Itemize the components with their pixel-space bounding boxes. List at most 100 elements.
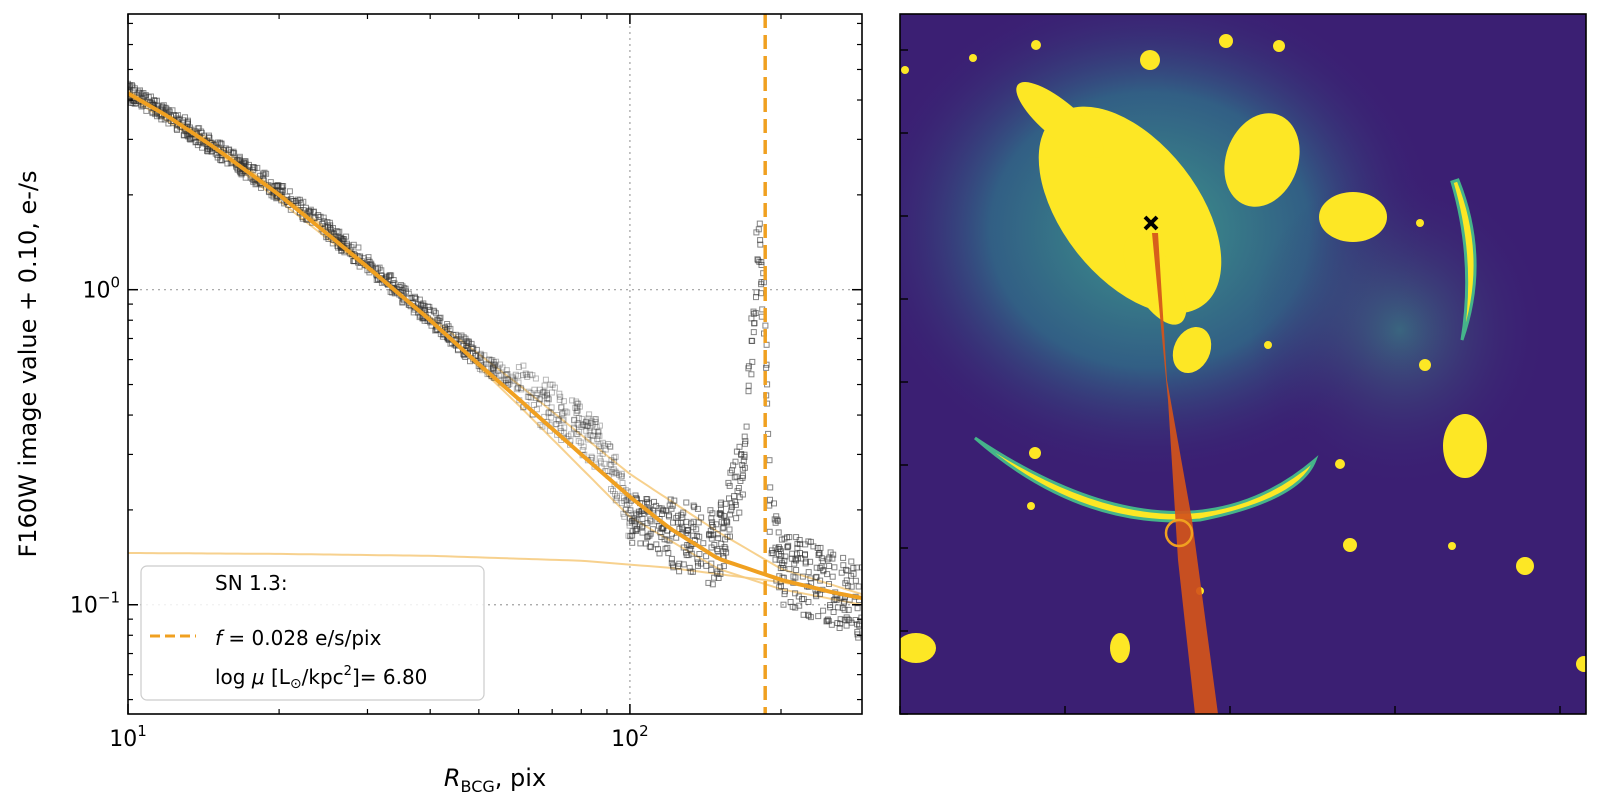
data-point xyxy=(838,569,845,576)
data-point xyxy=(612,491,619,498)
data-point xyxy=(513,386,520,393)
data-point xyxy=(693,526,700,533)
model-curve xyxy=(128,91,862,601)
data-point xyxy=(545,410,552,417)
y-tick-label-exp: 0 xyxy=(110,274,120,292)
data-point xyxy=(149,110,156,117)
data-point xyxy=(192,139,199,146)
data-point xyxy=(728,500,735,507)
data-point xyxy=(335,234,342,241)
data-point xyxy=(562,408,569,415)
data-point xyxy=(218,157,225,164)
data-point xyxy=(589,455,596,461)
data-point xyxy=(351,258,357,265)
bcg-galaxy xyxy=(1038,106,1222,314)
data-point xyxy=(575,415,582,421)
legend-mu-sun: ⊙ xyxy=(290,676,302,692)
data-point xyxy=(142,92,149,99)
data-point xyxy=(629,539,636,546)
data-point xyxy=(758,281,765,288)
data-point xyxy=(539,423,546,430)
data-point xyxy=(592,419,599,425)
data-point xyxy=(741,433,748,440)
data-point xyxy=(556,396,563,403)
data-point xyxy=(138,90,145,97)
data-point xyxy=(557,424,564,431)
data-point xyxy=(184,120,191,127)
data-point xyxy=(591,428,598,435)
data-point xyxy=(291,198,298,204)
data-point xyxy=(558,428,565,435)
data-point xyxy=(450,332,457,338)
data-point xyxy=(186,136,193,142)
data-point xyxy=(807,558,814,565)
data-point xyxy=(737,478,744,484)
data-point xyxy=(776,544,782,551)
data-point xyxy=(601,442,608,449)
data-point xyxy=(782,553,789,560)
data-point xyxy=(707,532,714,539)
data-point xyxy=(158,116,165,123)
data-point xyxy=(727,511,733,518)
model-curve-layer xyxy=(128,91,862,601)
data-point xyxy=(601,460,608,467)
data-point xyxy=(533,406,540,413)
data-point xyxy=(533,392,540,399)
data-point xyxy=(662,507,669,514)
data-point xyxy=(776,546,783,552)
data-point xyxy=(599,450,606,457)
data-point xyxy=(430,307,437,314)
data-point xyxy=(619,480,626,486)
data-point xyxy=(608,462,615,468)
data-point xyxy=(527,394,534,401)
data-point xyxy=(555,417,562,424)
data-point xyxy=(775,529,782,536)
data-point xyxy=(739,466,746,473)
source xyxy=(1416,219,1424,227)
data-point xyxy=(597,441,604,448)
data-point xyxy=(649,526,656,533)
data-point xyxy=(694,559,701,566)
data-point xyxy=(580,421,587,428)
data-point xyxy=(551,384,558,391)
source xyxy=(1219,34,1233,48)
data-point xyxy=(589,418,596,425)
data-point xyxy=(560,398,567,405)
data-point xyxy=(748,337,755,344)
data-point xyxy=(791,560,798,567)
data-point xyxy=(560,430,567,437)
data-point xyxy=(792,574,799,581)
data-point xyxy=(623,501,630,508)
data-point xyxy=(583,427,590,434)
data-point xyxy=(696,551,703,557)
data-point xyxy=(718,540,725,547)
data-point xyxy=(772,519,779,526)
data-point xyxy=(565,433,572,440)
data-point xyxy=(850,565,857,571)
data-point xyxy=(659,524,666,531)
source xyxy=(1448,542,1456,550)
data-point xyxy=(518,386,525,393)
data-point xyxy=(796,602,803,609)
data-point xyxy=(278,183,285,189)
data-point xyxy=(165,120,172,127)
data-point xyxy=(608,457,615,464)
data-point xyxy=(665,550,672,557)
data-point xyxy=(502,371,509,378)
data-point xyxy=(489,364,496,371)
data-point xyxy=(542,376,549,383)
data-point xyxy=(848,619,855,626)
data-point xyxy=(708,535,715,542)
data-point xyxy=(820,568,827,575)
data-point xyxy=(745,363,752,370)
data-point xyxy=(509,373,516,380)
data-point xyxy=(591,416,598,423)
data-point xyxy=(830,609,837,615)
data-point xyxy=(515,384,522,391)
data-point xyxy=(635,508,642,515)
data-point xyxy=(793,534,800,541)
data-point xyxy=(765,430,772,437)
legend-flux-entry: f = 0.028 e/s/pix xyxy=(215,626,382,650)
legend-box xyxy=(140,565,485,701)
